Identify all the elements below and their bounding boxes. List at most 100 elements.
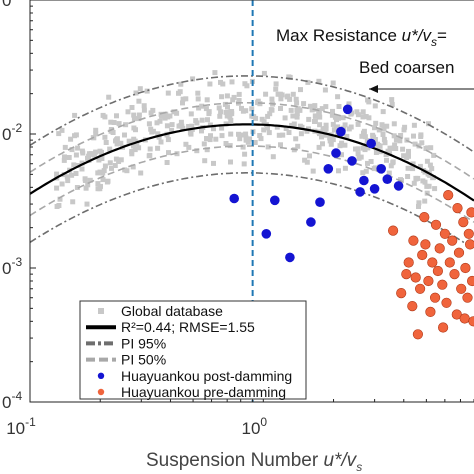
global-database-point <box>411 180 417 186</box>
global-database-point <box>239 105 244 111</box>
global-database-points <box>54 70 438 209</box>
global-database-point <box>100 112 106 118</box>
global-database-point <box>365 145 371 151</box>
global-database-point <box>165 137 171 143</box>
global-database-point <box>118 140 124 146</box>
global-database-point <box>363 168 369 174</box>
post-damming-point <box>342 104 353 115</box>
global-database-point <box>398 133 404 138</box>
global-database-point <box>392 142 398 148</box>
global-database-point <box>342 122 348 128</box>
global-database-point <box>195 90 201 96</box>
global-database-point <box>141 107 147 113</box>
global-database-point <box>261 70 267 76</box>
pre-damming-point <box>388 225 399 236</box>
global-database-point <box>285 93 291 99</box>
global-database-point <box>144 88 150 94</box>
global-database-point <box>164 123 170 129</box>
global-database-point <box>164 132 170 138</box>
global-database-point <box>204 97 210 103</box>
global-database-point <box>240 144 246 150</box>
global-database-point <box>386 170 392 176</box>
global-database-point <box>316 78 322 84</box>
global-database-point <box>355 121 361 127</box>
pre-damming-point <box>444 257 455 268</box>
global-database-point <box>429 166 435 172</box>
global-database-point <box>205 117 210 123</box>
global-database-point <box>183 96 189 102</box>
global-database-point <box>229 111 235 117</box>
global-database-point <box>360 145 366 151</box>
global-database-point <box>189 123 195 129</box>
global-database-point <box>323 104 329 110</box>
global-database-point <box>255 98 261 104</box>
global-database-point <box>97 148 103 154</box>
post-damming-point <box>306 217 316 227</box>
global-database-point <box>118 157 124 163</box>
global-database-point <box>146 121 152 127</box>
global-database-point <box>295 143 301 149</box>
pre-damming-point <box>468 316 474 327</box>
global-database-point <box>405 165 411 171</box>
legend-swatch-dot <box>97 388 105 396</box>
global-database-point <box>348 124 354 130</box>
legend-label: Global database <box>121 303 223 319</box>
global-database-point <box>334 124 340 130</box>
global-database-point <box>322 126 328 131</box>
global-database-point <box>178 81 184 87</box>
post-damming-point <box>270 195 280 206</box>
global-database-point <box>147 146 153 152</box>
global-database-point <box>400 146 406 152</box>
global-database-point <box>100 170 106 176</box>
pre-damming-point <box>412 329 424 340</box>
global-database-point <box>298 87 303 93</box>
global-database-point <box>426 183 432 189</box>
global-database-point <box>108 119 114 125</box>
global-database-point <box>410 161 416 167</box>
bed-coarsening-label: Bed coarsen <box>359 58 454 77</box>
global-database-point <box>180 100 185 106</box>
pre-damming-point <box>452 203 463 214</box>
global-database-point <box>361 128 367 134</box>
post-damming-point <box>315 197 325 207</box>
global-database-point <box>355 146 361 152</box>
global-database-point <box>237 136 243 142</box>
global-database-point <box>131 116 137 122</box>
pre-damming-point <box>467 275 474 287</box>
global-database-point <box>79 166 85 172</box>
global-database-point <box>273 81 279 87</box>
global-database-point <box>353 146 358 152</box>
global-database-point <box>141 103 147 109</box>
global-database-point <box>330 80 336 86</box>
global-database-point <box>336 104 342 109</box>
global-database-point <box>82 176 88 182</box>
x-tick-label: 10-1 <box>6 415 36 438</box>
global-database-point <box>354 109 360 115</box>
global-database-point <box>418 134 424 139</box>
global-database-point <box>312 113 318 119</box>
global-database-point <box>363 114 369 119</box>
global-database-point <box>236 98 242 103</box>
global-database-point <box>328 141 334 147</box>
global-database-point <box>265 113 271 119</box>
global-database-point <box>297 123 303 129</box>
global-database-point <box>420 178 426 184</box>
global-database-point <box>208 133 213 139</box>
global-database-point <box>91 152 97 158</box>
post-damming-point <box>229 193 239 204</box>
global-database-point <box>225 104 230 110</box>
pre-damming-point <box>456 283 467 294</box>
global-database-point <box>381 126 387 132</box>
global-database-point <box>199 103 205 109</box>
legend-label: PI 95% <box>121 335 166 351</box>
x-tick-label: 100 <box>242 415 268 438</box>
global-database-point <box>155 145 161 151</box>
global-database-point <box>265 144 271 150</box>
global-database-point <box>340 115 346 121</box>
post-damming-point <box>261 229 272 239</box>
global-database-point <box>223 141 229 146</box>
pre-damming-point <box>425 306 436 318</box>
global-database-point <box>360 109 366 115</box>
